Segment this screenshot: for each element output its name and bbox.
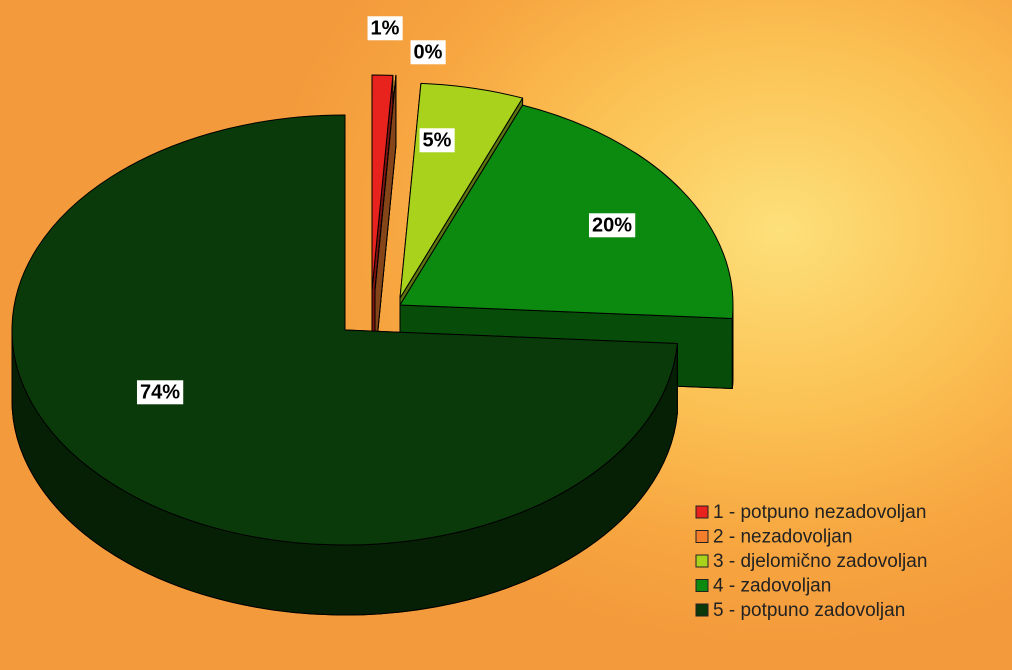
legend-label: 1 - potpuno nezadovoljan [713,502,926,523]
slice-top [399,104,734,319]
data-label-box [410,40,446,65]
slice-top [374,74,397,291]
legend-swatch [695,554,709,568]
data-label: 20% [592,214,632,236]
legend-label: 4 - zadovoljan [713,576,831,597]
data-label: 74% [140,381,180,403]
slice-top [371,74,394,291]
slice-top [11,114,678,546]
legend-swatch [695,505,709,519]
data-label: 5% [423,129,452,151]
legend-swatch [695,603,709,617]
legend-swatch [695,579,709,592]
slice [11,114,678,616]
data-label: 1% [371,17,400,39]
legend-label: 5 - potpuno zadovoljan [713,600,905,621]
data-label: 0% [414,41,443,63]
legend-label: 2 - nezadovoljan [713,527,852,548]
data-label-box [588,213,636,238]
legend-label: 3 - djelomično zadovoljan [713,551,927,572]
data-label-box [136,380,184,405]
legend-swatch [695,530,709,543]
data-label-box [367,16,403,41]
data-label-box [419,128,455,153]
